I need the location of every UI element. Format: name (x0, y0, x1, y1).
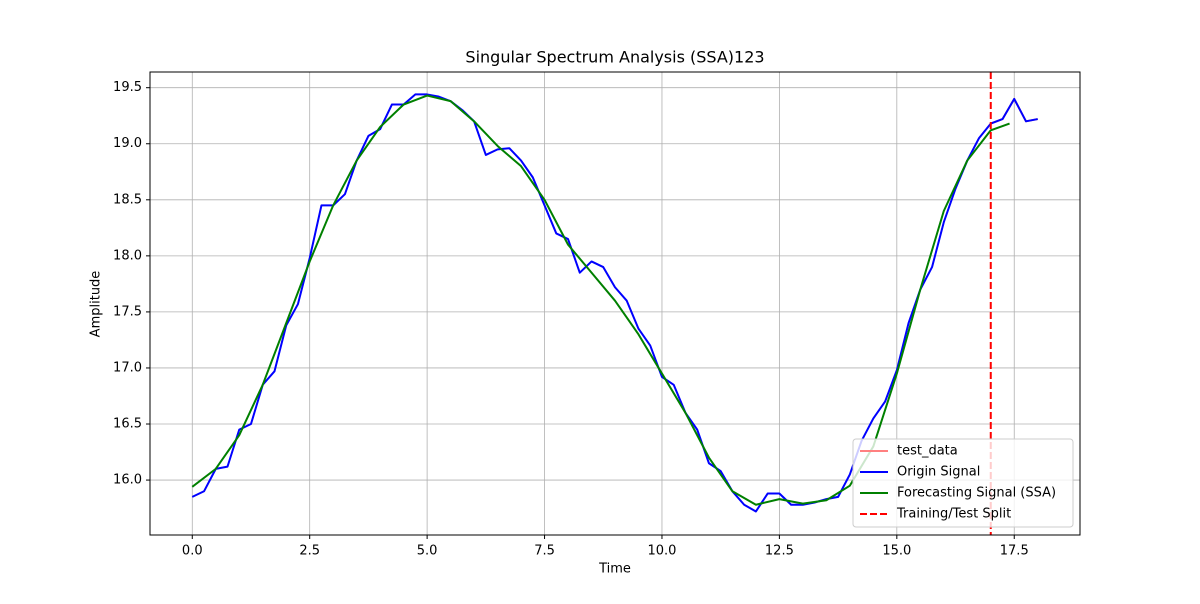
y-tick-label: 19.0 (113, 136, 142, 151)
y-tick-label: 18.5 (113, 192, 142, 207)
x-tick-label: 7.5 (534, 544, 555, 559)
x-tick-label: 2.5 (299, 544, 320, 559)
x-tick-label: 17.5 (1000, 544, 1029, 559)
y-axis-label: Amplitude (89, 271, 104, 338)
legend-label: Origin Signal (897, 465, 980, 480)
y-tick-label: 19.5 (113, 80, 142, 95)
x-tick-label: 12.5 (765, 544, 794, 559)
y-tick-label: 16.5 (113, 417, 142, 432)
x-tick-label: 15.0 (882, 544, 911, 559)
y-tick-label: 17.0 (113, 360, 142, 375)
y-tick-label: 16.0 (113, 473, 142, 488)
x-tick-label: 5.0 (417, 544, 438, 559)
x-axis-label: Time (598, 562, 631, 577)
legend-label: Training/Test Split (896, 507, 1011, 522)
chart-title: Singular Spectrum Analysis (SSA)123 (465, 48, 764, 67)
legend-box (852, 438, 1074, 528)
legend-label: Forecasting Signal (SSA) (897, 486, 1056, 501)
plot-frame (149, 71, 1081, 536)
y-tick-label: 18.0 (113, 248, 142, 263)
legend-label: test_data (897, 444, 958, 459)
y-tick-label: 17.5 (113, 304, 142, 319)
x-tick-label: 10.0 (647, 544, 676, 559)
x-tick-label: 0.0 (182, 544, 203, 559)
series-line (191, 94, 1010, 506)
